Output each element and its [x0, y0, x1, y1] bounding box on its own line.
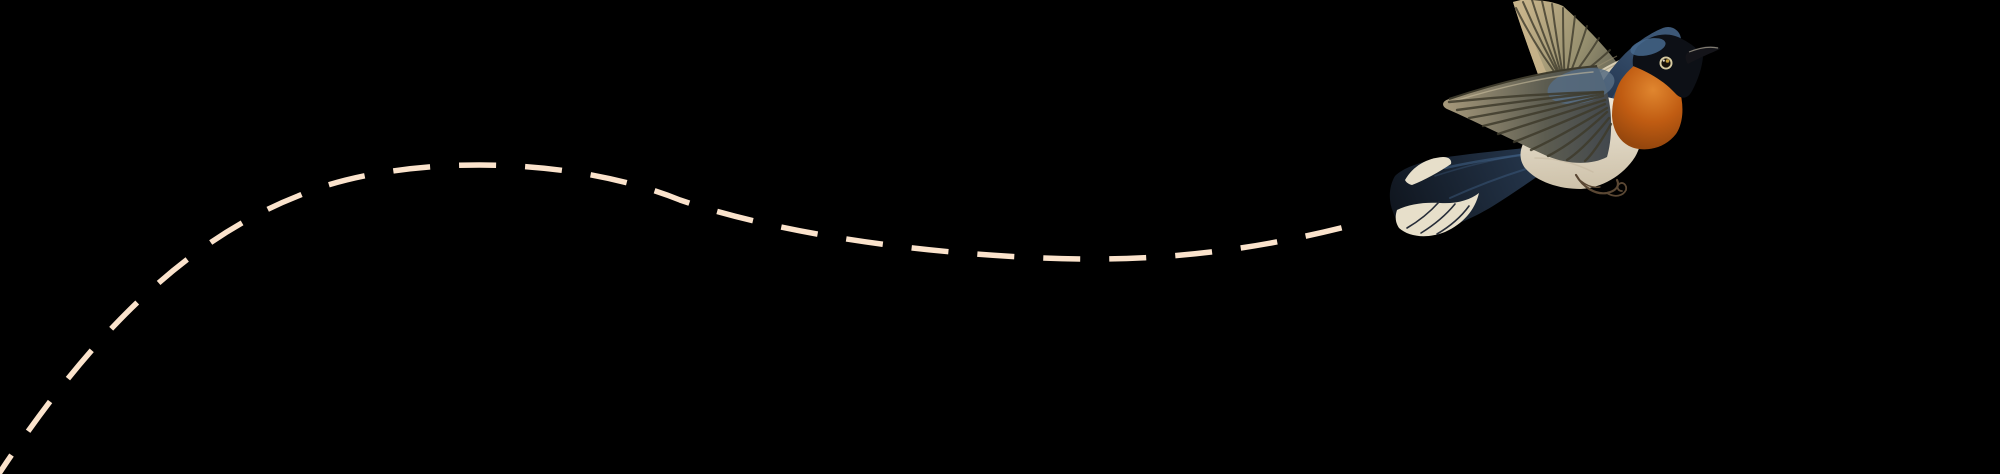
near-wing	[1443, 65, 1615, 163]
tail-tip-separation	[1436, 205, 1470, 235]
feather-stripe	[1529, 106, 1609, 152]
tail-white-tip-band	[1395, 193, 1479, 237]
eye-glint-amber	[1665, 59, 1670, 63]
feather-stripe	[1481, 94, 1605, 128]
tail-tip-separation	[1420, 203, 1456, 234]
wing-top-edge	[1448, 65, 1598, 100]
beak-ridge	[1688, 46, 1719, 53]
foot-curl	[1606, 182, 1628, 197]
foot-claw	[1580, 180, 1601, 188]
feather-stripe	[1565, 116, 1611, 162]
tail-tip-separation	[1406, 201, 1440, 229]
belly-streak	[1534, 157, 1594, 173]
feather-stripe	[1583, 122, 1613, 163]
feather-stripe	[1546, 110, 1609, 158]
crown-sheen	[1630, 38, 1666, 56]
beak	[1685, 46, 1720, 64]
bird-illustration	[1389, 0, 1720, 237]
feet	[1574, 173, 1628, 197]
feather-stripe	[1512, 102, 1607, 144]
feather-stripe	[1447, 90, 1605, 104]
flight-path	[0, 162, 1369, 474]
eye-glint-white	[1662, 59, 1665, 62]
eye-pupil	[1661, 58, 1671, 68]
feather-stripe	[1455, 90, 1605, 112]
feather-stripe	[1467, 92, 1605, 120]
wing-shaft-highlight	[1450, 71, 1594, 103]
feather-stripe	[1496, 98, 1607, 136]
tail-white-tip-upper	[1405, 157, 1452, 185]
eye	[1658, 55, 1674, 71]
